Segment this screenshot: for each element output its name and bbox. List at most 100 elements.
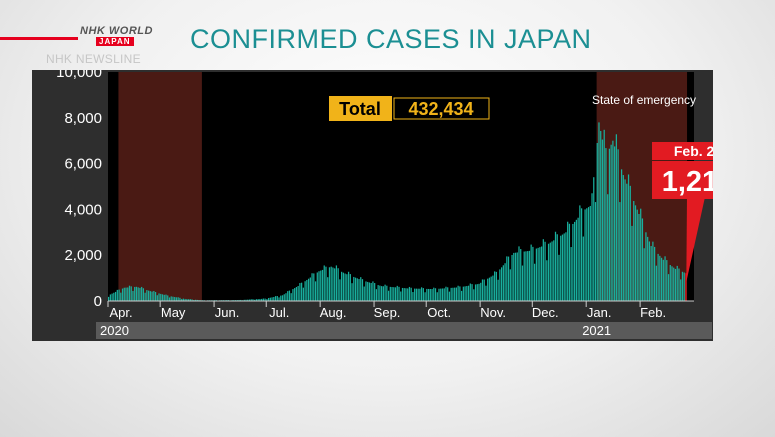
callout-pointer [686, 197, 705, 282]
bar [335, 265, 338, 301]
year-label: 2020 [100, 323, 129, 338]
bar [381, 286, 383, 301]
bar [132, 290, 134, 301]
bar [539, 247, 541, 301]
bar [247, 299, 249, 301]
bar [396, 285, 398, 301]
bar [615, 134, 617, 301]
bar [655, 265, 657, 301]
bar [240, 299, 242, 301]
bar [128, 285, 131, 301]
bar [302, 287, 304, 301]
x-tick-label: Dec. [532, 305, 559, 320]
bar [160, 293, 162, 301]
bar [410, 287, 412, 301]
callout-date-bg [652, 142, 713, 160]
bar [156, 295, 158, 301]
bar [285, 293, 287, 301]
bar [339, 279, 341, 301]
bar [664, 256, 666, 301]
bar [478, 283, 480, 301]
bar [520, 249, 522, 301]
bar [648, 241, 651, 301]
bar [320, 270, 322, 301]
bar [488, 277, 491, 301]
bar [424, 292, 426, 301]
bar [401, 287, 404, 301]
bar [662, 259, 664, 301]
y-tick-label: 6,000 [64, 156, 102, 173]
bar [459, 286, 461, 301]
bar [361, 279, 364, 301]
bar [652, 241, 654, 301]
bar [622, 175, 624, 301]
bar [426, 288, 428, 301]
bar [370, 282, 372, 301]
bar [657, 253, 659, 301]
bar [147, 290, 150, 301]
bar [346, 274, 348, 301]
bar [358, 279, 360, 301]
bar [168, 297, 171, 301]
bar [153, 290, 155, 301]
bar [614, 146, 616, 301]
bar [341, 271, 343, 301]
bar [509, 269, 511, 301]
bar [414, 288, 416, 301]
bar [574, 221, 576, 301]
bar [274, 296, 277, 301]
bar [405, 288, 407, 301]
bar [685, 273, 687, 301]
bar [120, 292, 122, 301]
bar [269, 297, 271, 301]
bar [537, 247, 539, 301]
bar [328, 267, 331, 301]
bar [650, 246, 652, 301]
bar [297, 286, 299, 301]
bar [287, 291, 289, 301]
logo-brand-line1: NHK WORLD [80, 25, 153, 37]
bar [398, 286, 400, 301]
bar [259, 298, 261, 301]
bar [438, 288, 440, 301]
bar [530, 244, 532, 301]
bar [365, 281, 367, 301]
bar [587, 207, 590, 301]
bar [267, 298, 270, 301]
bar [261, 298, 263, 301]
bar [306, 279, 308, 301]
bar [521, 265, 524, 301]
program-name: NHK NEWSLINE [46, 52, 141, 66]
bar [600, 130, 602, 301]
bar [447, 287, 449, 301]
total-value-frame [393, 97, 490, 120]
bar [594, 202, 597, 301]
x-tick-label: Feb. [640, 305, 666, 320]
bar [457, 285, 459, 301]
bar [678, 268, 680, 301]
bar [565, 232, 567, 301]
bar [330, 266, 332, 301]
bar [427, 288, 430, 301]
bar [149, 291, 151, 301]
y-tick-label: 4,000 [64, 201, 102, 218]
bar [620, 169, 623, 301]
bar [676, 265, 678, 301]
bar [172, 296, 174, 301]
bar [666, 260, 668, 301]
bar [497, 279, 499, 301]
bar [580, 208, 583, 301]
bar [194, 299, 197, 301]
bar [554, 231, 557, 301]
bar [127, 287, 129, 301]
bar [612, 140, 614, 301]
bar [433, 287, 435, 301]
bar [619, 202, 621, 301]
bar [638, 213, 640, 301]
bar [254, 299, 256, 301]
bar [158, 293, 160, 301]
bar [417, 288, 419, 301]
bar [596, 142, 598, 301]
bar [134, 286, 136, 301]
bar [360, 277, 362, 301]
